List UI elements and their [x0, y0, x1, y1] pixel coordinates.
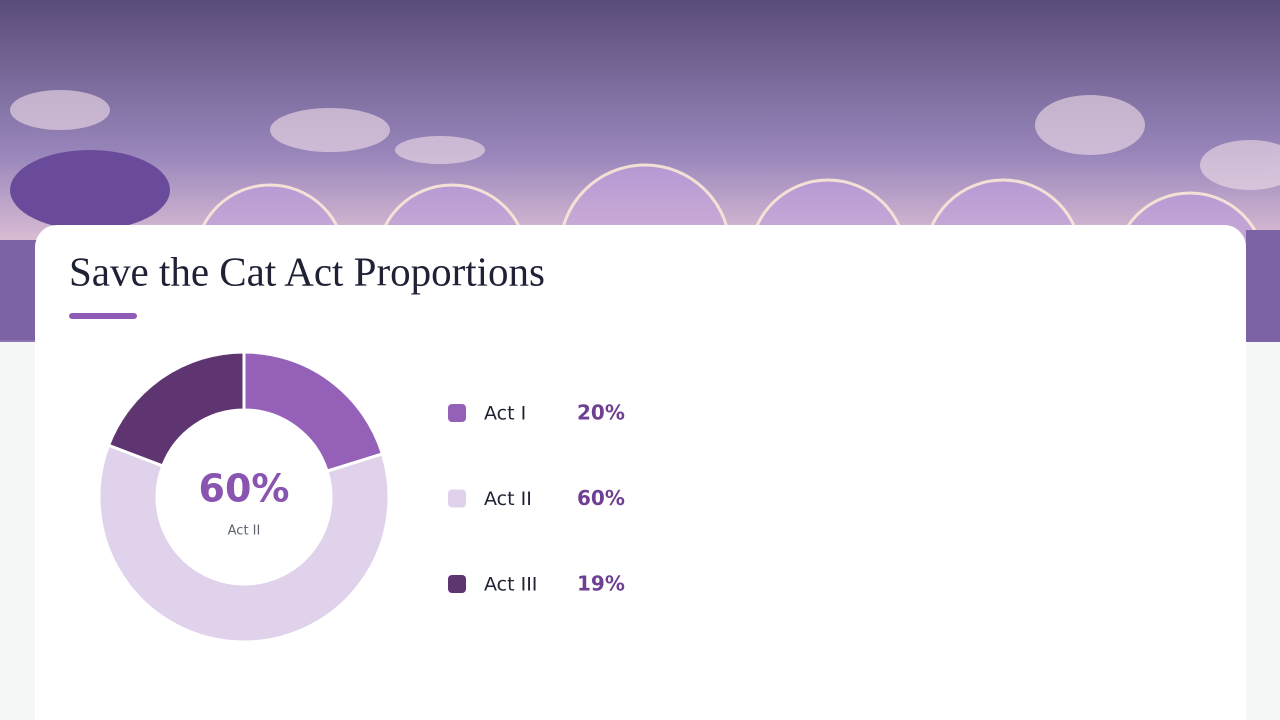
donut-segment: [97, 443, 391, 644]
donut-segment: [106, 350, 246, 468]
legend-swatch: [448, 489, 466, 508]
legend-label: Act II: [484, 488, 532, 510]
center-value: 60%: [199, 467, 290, 511]
legend-swatch: [448, 575, 466, 593]
legend-value: 19%: [577, 572, 625, 596]
legend-label: Act III: [484, 574, 537, 596]
legend-swatch: [448, 404, 466, 422]
center-label: Act II: [228, 524, 261, 539]
title-underline: [69, 313, 137, 319]
legend-value: 20%: [577, 401, 625, 425]
legend-value: 60%: [577, 486, 625, 510]
chart-title: Save the Cat Act Proportions: [69, 248, 545, 294]
legend-label: Act I: [484, 403, 526, 425]
